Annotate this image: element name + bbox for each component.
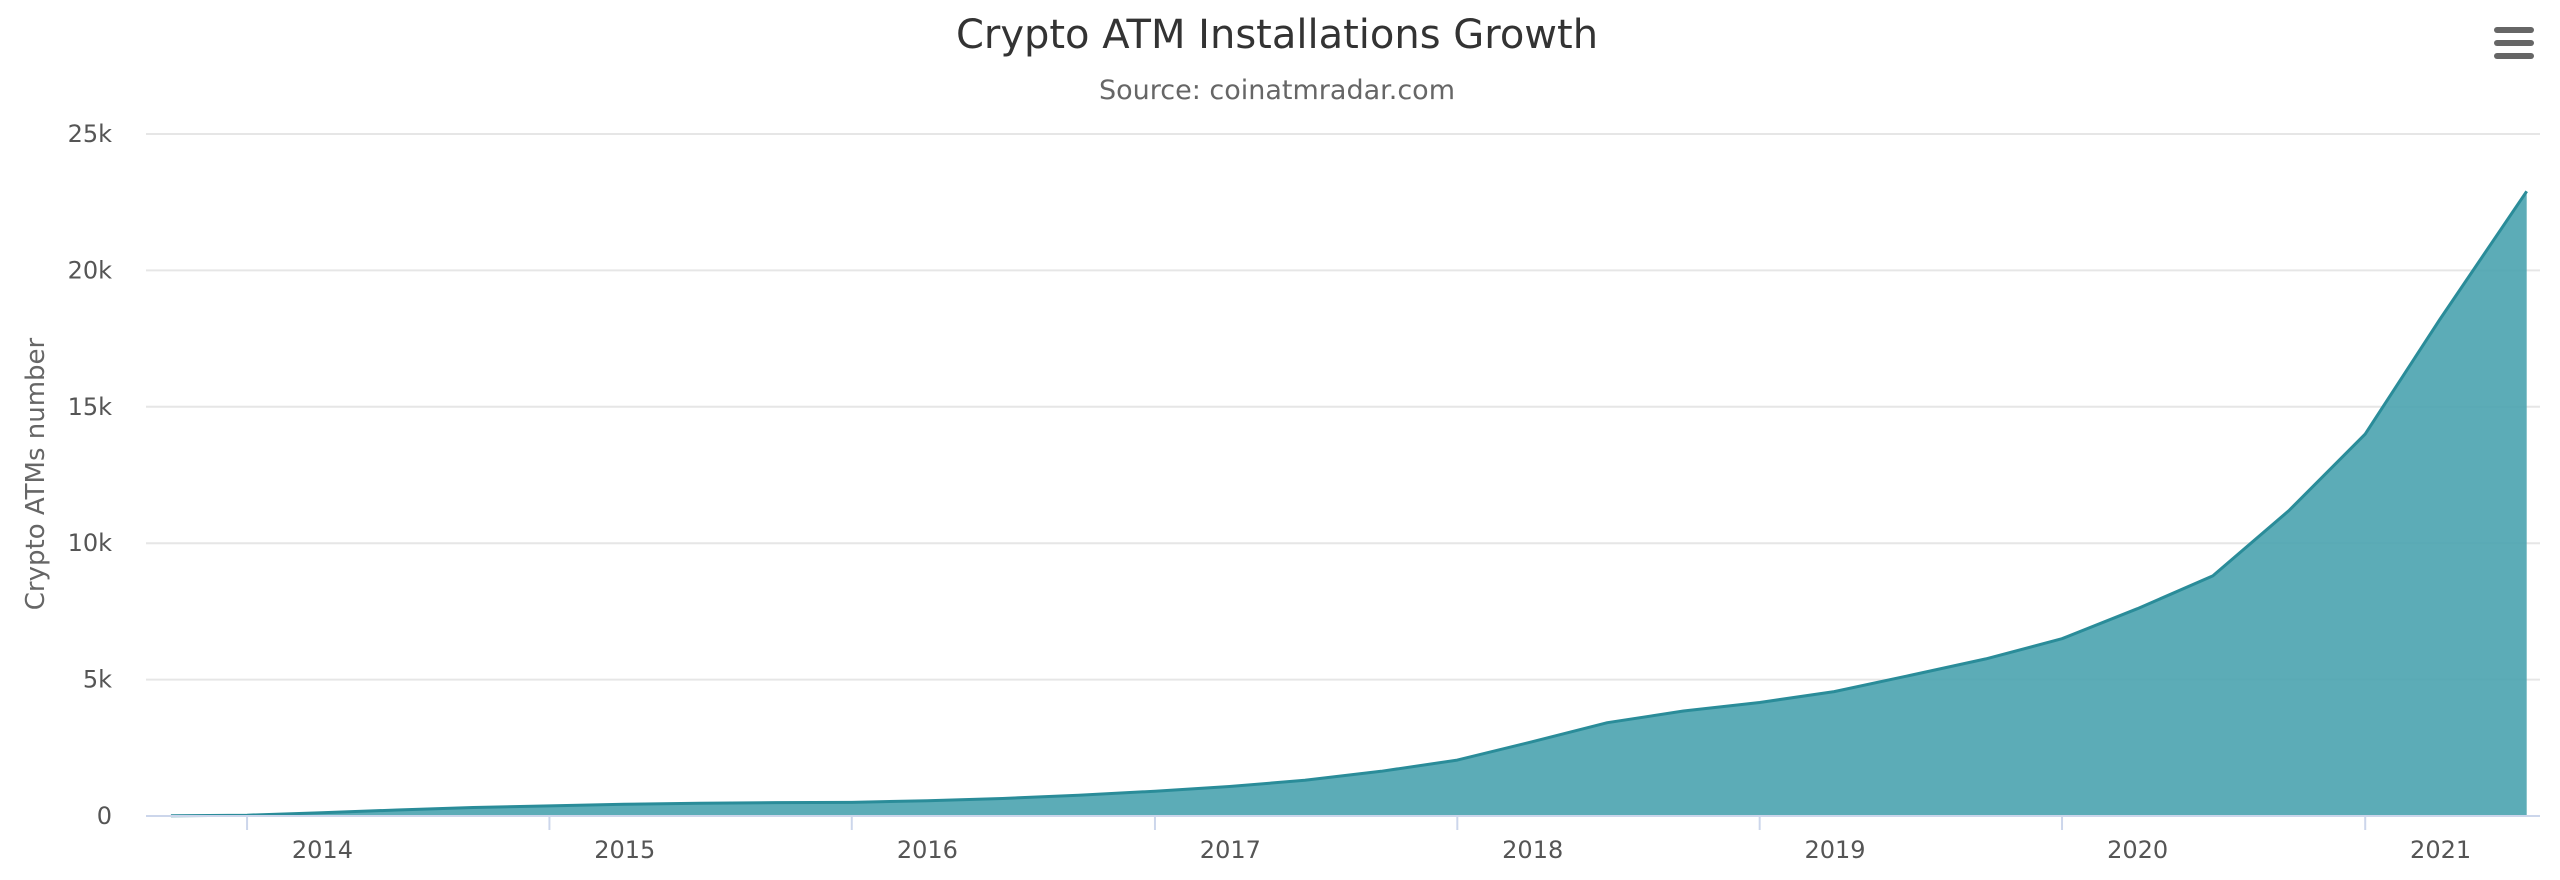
chart-subtitle: Source: coinatmradar.com (1099, 75, 1455, 106)
x-tick-label: 2016 (897, 836, 958, 864)
y-tick-label: 5k (83, 666, 112, 694)
y-axis-title: Crypto ATMs number (21, 337, 51, 610)
x-tick-label: 2019 (1805, 836, 1866, 864)
hamburger-menu-icon[interactable] (2494, 27, 2534, 59)
y-tick-label: 20k (68, 256, 113, 284)
x-tick-label: 2014 (292, 836, 353, 864)
x-tick-label: 2020 (2107, 836, 2168, 864)
series-line (170, 190, 2528, 818)
axes: 0 5k 10k 15k 20k 25k 2014 2015 2016 2017 2018 2019 2… (68, 120, 2540, 864)
x-tick-label: 2021 (2410, 836, 2471, 864)
plot-area (170, 190, 2528, 818)
y-tick-label: 25k (68, 120, 113, 148)
chart-title: Crypto ATM Installations Growth (956, 12, 1598, 58)
x-tick-label: 2018 (1502, 836, 1563, 864)
y-tick-label: 10k (68, 529, 113, 557)
series-area (170, 191, 2527, 817)
y-tick-label: 15k (68, 393, 113, 421)
x-tick-label: 2017 (1200, 836, 1261, 864)
x-tick-label: 2015 (594, 836, 655, 864)
y-tick-label: 0 (97, 802, 112, 830)
